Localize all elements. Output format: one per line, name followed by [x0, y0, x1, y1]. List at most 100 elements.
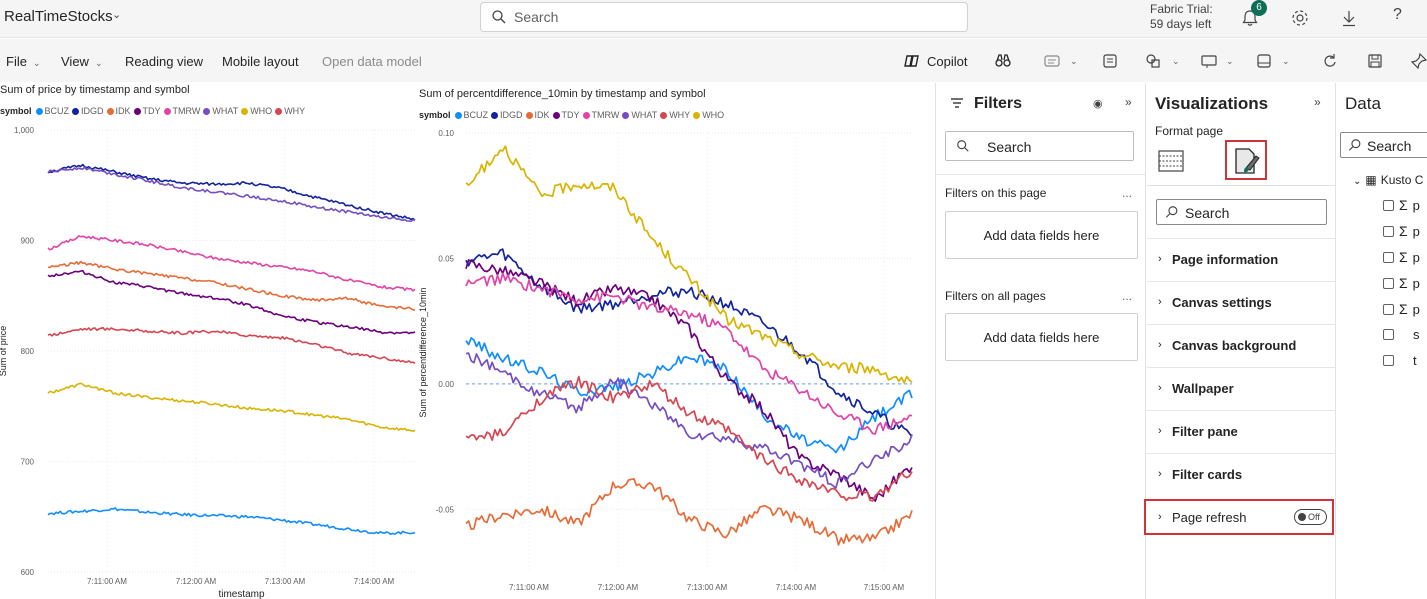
more-options-icon[interactable]: ...: [1122, 186, 1133, 200]
chevron-down-icon[interactable]: ⌄: [1282, 56, 1290, 66]
legend-item[interactable]: WHO: [693, 110, 724, 120]
collapse-visualizations-icon[interactable]: »: [1314, 95, 1321, 109]
chevron-down-icon[interactable]: ⌄: [1172, 56, 1180, 66]
pin-icon[interactable]: [1410, 52, 1427, 70]
legend-item[interactable]: IDGD: [72, 106, 104, 116]
add-data-fields-all-pages-dropzone[interactable]: Add data fields here: [945, 313, 1138, 361]
trial-status[interactable]: Fabric Trial: 59 days left: [1150, 2, 1213, 32]
series-line-bcuz[interactable]: [47, 507, 416, 536]
page-refresh-toggle[interactable]: Off: [1294, 509, 1327, 525]
series-line-who[interactable]: [465, 145, 913, 384]
series-line-tmrw[interactable]: [465, 272, 913, 435]
section-canvas-background[interactable]: › Canvas background: [1147, 324, 1336, 367]
collapse-filters-icon[interactable]: »: [1125, 95, 1132, 109]
percentdiff-line-chart[interactable]: 0.10 0.05 0.00 -0.05 7:11:00 AM 7:12:00 AM 7:1…: [418, 122, 935, 599]
series-line-tdy[interactable]: [47, 269, 416, 335]
copilot-button[interactable]: Copilot: [927, 54, 968, 69]
section-canvas-settings[interactable]: › Canvas settings: [1147, 281, 1336, 324]
chevron-down-icon[interactable]: ⌄: [112, 9, 122, 21]
checkbox[interactable]: [1383, 226, 1394, 237]
legend-item[interactable]: IDGD: [491, 110, 523, 120]
price-line-chart[interactable]: 1,000 900 800 700 600 7:11:00 AM 7:12:00 AM 7:1…: [0, 118, 418, 599]
legend-item[interactable]: WHO: [241, 106, 272, 116]
help-icon[interactable]: ?: [1393, 6, 1402, 23]
file-menu[interactable]: File ⌄: [6, 54, 41, 69]
legend-item[interactable]: TMRW: [163, 106, 200, 116]
series-line-tdy[interactable]: [465, 259, 913, 502]
legend-item[interactable]: BCUZ: [35, 106, 69, 116]
more-options-icon[interactable]: ...: [1122, 289, 1133, 303]
format-search-input[interactable]: Search: [1156, 199, 1327, 225]
series-line-idk[interactable]: [47, 260, 416, 311]
global-search-input[interactable]: Search: [480, 2, 968, 32]
refresh-icon[interactable]: [1321, 52, 1339, 70]
series-line-why[interactable]: [465, 375, 913, 502]
legend-item[interactable]: WHAT: [203, 106, 238, 116]
legend-item[interactable]: WHY: [660, 110, 690, 120]
data-search-input[interactable]: Search: [1340, 132, 1427, 158]
section-page-refresh[interactable]: › Page refresh Off: [1144, 499, 1336, 544]
field-row[interactable]: s: [1383, 327, 1420, 342]
checkbox[interactable]: [1383, 304, 1394, 315]
section-filter-pane[interactable]: › Filter pane: [1147, 410, 1336, 453]
reading-view-button[interactable]: Reading view: [125, 54, 204, 69]
section-filter-cards[interactable]: › Filter cards: [1147, 453, 1336, 496]
legend-marker: [552, 112, 560, 119]
checkbox[interactable]: [1383, 278, 1394, 289]
checkbox[interactable]: [1383, 355, 1394, 366]
series-line-idk[interactable]: [465, 477, 913, 546]
gear-icon[interactable]: [1290, 8, 1310, 28]
mobile-layout-button[interactable]: Mobile layout: [222, 54, 299, 69]
legend-item[interactable]: BCUZ: [454, 110, 488, 120]
series-line-what[interactable]: [47, 166, 416, 223]
legend-item[interactable]: TDY: [133, 106, 161, 116]
copilot-icon[interactable]: [903, 52, 921, 70]
field-row[interactable]: t: [1383, 353, 1417, 368]
format-page-tab[interactable]: [1225, 140, 1267, 180]
legend-item[interactable]: TMRW: [582, 110, 619, 120]
filters-search-input[interactable]: Search: [945, 131, 1134, 161]
series-line-why[interactable]: [47, 326, 416, 365]
legend-item[interactable]: IDK: [106, 106, 131, 116]
open-data-model-button[interactable]: Open data model: [322, 54, 422, 69]
series-line-who[interactable]: [47, 382, 416, 432]
series-line-tmrw[interactable]: [47, 235, 416, 292]
visual-icon[interactable]: [1200, 52, 1218, 70]
view-menu[interactable]: View ⌄: [61, 54, 103, 69]
chevron-down-icon[interactable]: ⌄: [1070, 56, 1078, 66]
table-item[interactable]: ⌄ ▦ Kusto C: [1353, 173, 1423, 187]
section-page-information[interactable]: › Page information: [1147, 238, 1336, 281]
series-line-what[interactable]: [465, 352, 913, 489]
legend-item[interactable]: IDK: [525, 110, 550, 120]
chevron-down-icon[interactable]: ⌄: [1226, 56, 1234, 66]
build-visual-tab-icon[interactable]: [1157, 145, 1185, 177]
app-title[interactable]: RealTimeStocks: [4, 8, 113, 25]
legend-item[interactable]: WHY: [275, 106, 305, 116]
page-icon[interactable]: [1101, 52, 1119, 70]
search-icon: [1165, 206, 1178, 218]
x-tick-label: 7:11:00 AM: [87, 577, 127, 586]
add-data-fields-page-dropzone[interactable]: Add data fields here: [945, 211, 1138, 259]
section-wallpaper[interactable]: › Wallpaper: [1147, 367, 1336, 410]
shapes-icon[interactable]: [1144, 52, 1162, 70]
checkbox[interactable]: [1383, 329, 1394, 340]
add-fields-label: Add data fields here: [983, 330, 1100, 345]
download-icon[interactable]: [1340, 8, 1358, 28]
binoculars-icon[interactable]: [994, 52, 1012, 70]
eye-icon[interactable]: ◉: [1093, 98, 1103, 110]
series-line-bcuz[interactable]: [465, 337, 913, 454]
report-canvas[interactable]: Sum of price by timestamp and symbol sym…: [0, 83, 935, 599]
checkbox[interactable]: [1383, 200, 1394, 211]
legend-item[interactable]: TDY: [552, 110, 580, 120]
series-line-idgd[interactable]: [47, 163, 416, 221]
save-icon[interactable]: [1366, 52, 1384, 70]
legend-item[interactable]: WHAT: [622, 110, 657, 120]
checkbox[interactable]: [1383, 252, 1394, 263]
textbox-icon[interactable]: [1043, 52, 1061, 70]
layout-icon[interactable]: [1255, 52, 1273, 70]
